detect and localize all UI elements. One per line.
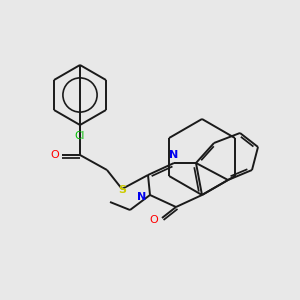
Text: N: N [169,150,178,160]
Text: Cl: Cl [75,131,85,141]
Text: O: O [51,150,59,160]
Text: S: S [118,185,126,195]
Text: O: O [150,215,158,225]
Text: N: N [137,192,147,202]
